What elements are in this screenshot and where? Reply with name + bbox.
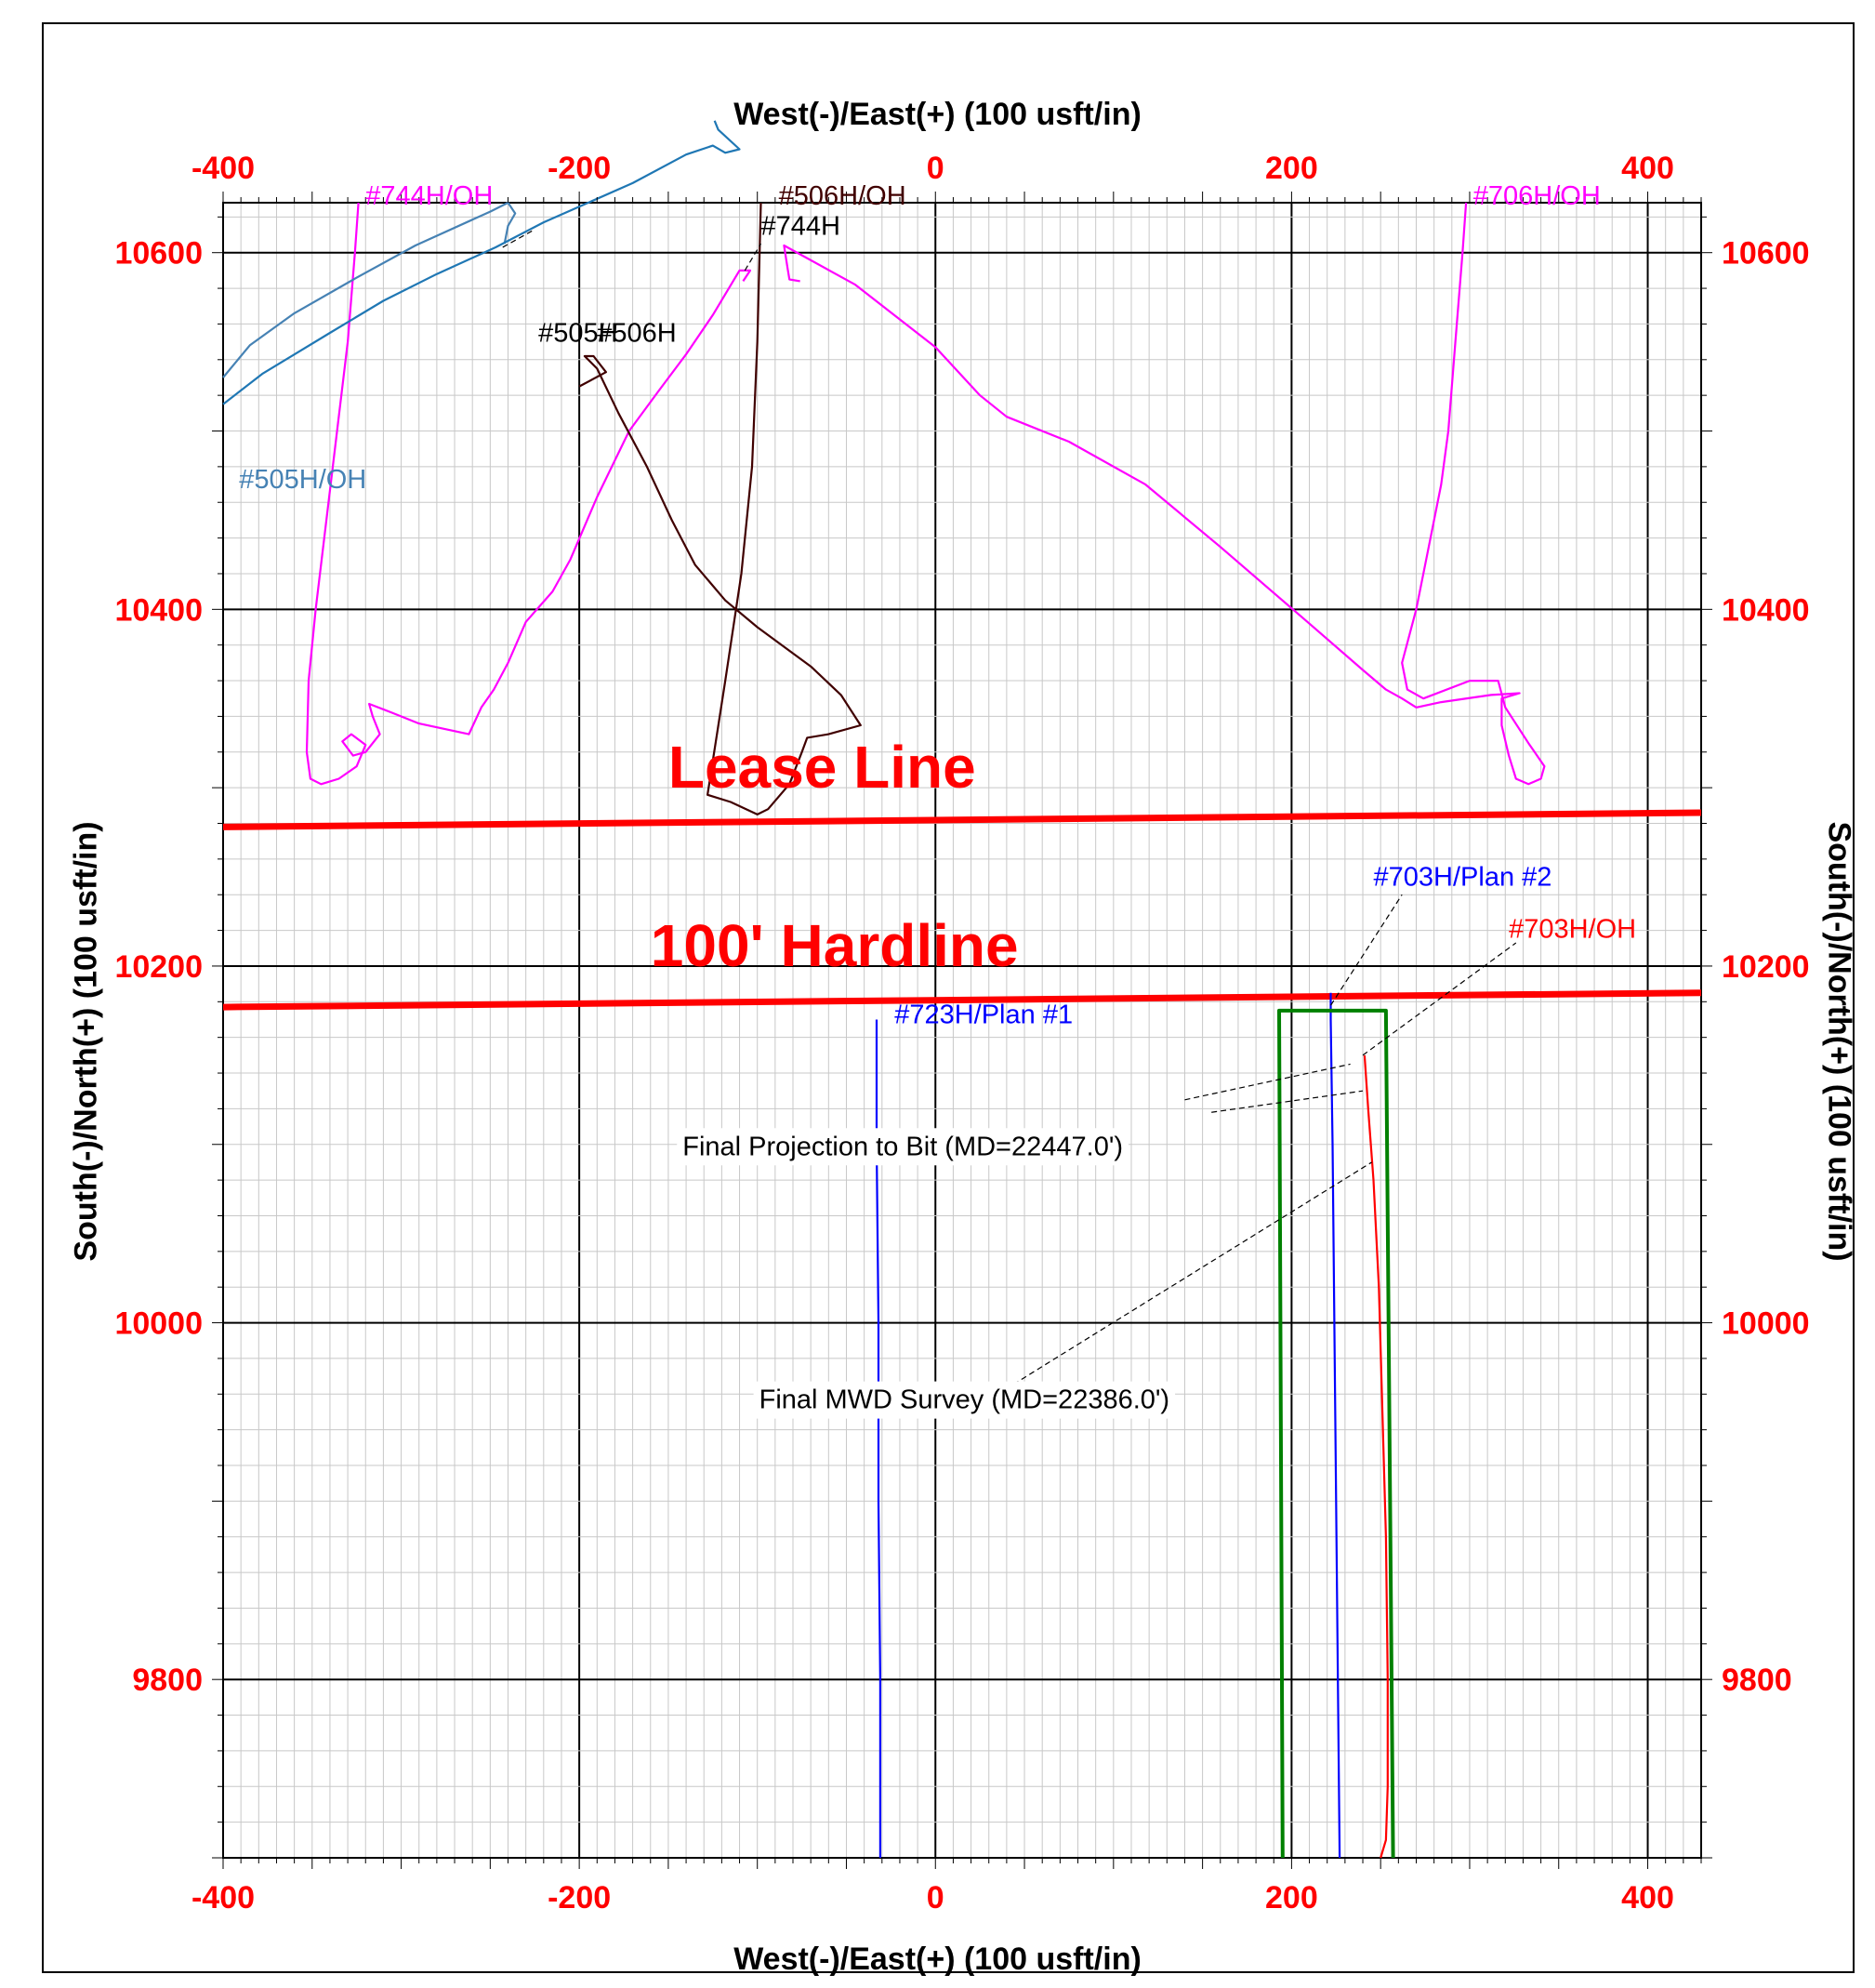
y-tick-label-left: 10600 [114, 236, 203, 272]
x-axis-title-top: West(-)/East(+) (100 usft/in) [733, 97, 1142, 132]
hardline [222, 989, 1702, 1011]
well-path-703h-oh [1363, 1054, 1389, 1859]
x-tick-label-top: 400 [1621, 151, 1674, 186]
annotation-100-hardline: 100' Hardline [651, 912, 1019, 979]
x-tick-label-bottom: 400 [1621, 1880, 1674, 1915]
x-tick-label-top: -400 [191, 151, 255, 186]
leader-line [1362, 942, 1517, 1056]
lease-line [222, 809, 1702, 830]
annotation-723h-plan-1: #723H/Plan #1 [894, 1000, 1073, 1029]
y-tick-label-left: 10000 [114, 1306, 203, 1342]
y-tick-label-right: 10000 [1722, 1306, 1810, 1342]
y-tick-label-left: 10200 [114, 949, 203, 985]
y-axis-title-left: South(-)/North(+) (100 usft/in) [68, 821, 104, 1262]
annotation-box [753, 1381, 1176, 1419]
annotation-506h-oh: #506H/OH [779, 181, 906, 211]
y-tick-label-left: 10400 [114, 592, 203, 628]
x-tick-label-bottom: -200 [548, 1880, 611, 1915]
x-axis-title-bottom: West(-)/East(+) (100 usft/in) [733, 1942, 1142, 1977]
x-tick-label-top: 200 [1265, 151, 1318, 186]
y-tick-label-right: 10600 [1722, 236, 1810, 272]
annotation-703h-plan-2: #703H/Plan #2 [1374, 863, 1552, 893]
leader-line [1211, 1090, 1364, 1113]
leader-line [997, 1161, 1372, 1395]
leader-line [1184, 1063, 1351, 1101]
annotation-506h: #506H [597, 319, 676, 349]
annotation-706h-oh: #706H/OH [1473, 181, 1601, 211]
leader-line [1330, 894, 1403, 1006]
x-tick-label-bottom: -400 [191, 1880, 255, 1915]
annotation-744h: #744H [761, 212, 840, 242]
well-path-hardline-box [1277, 1008, 1395, 1859]
well-path-505h [222, 120, 741, 405]
y-tick-label-right: 9800 [1722, 1663, 1792, 1698]
annotation-505h-oh: #505H/OH [239, 465, 366, 495]
well-path-506h-oh [578, 202, 862, 816]
x-tick-label-bottom: 0 [927, 1880, 944, 1915]
well-path-703h-plan-2 [1329, 992, 1341, 1859]
leader-line [502, 229, 535, 248]
annotation-box [677, 1128, 1129, 1166]
y-axis-title-right: South(-)/North(+) (100 usft/in) [1821, 821, 1857, 1262]
annotation-703h-oh: #703H/OH [1509, 914, 1636, 944]
annotation-lease-line: Lease Line [668, 734, 976, 801]
annotation-744h-oh: #744H/OH [365, 181, 493, 211]
y-tick-label-right: 10400 [1722, 592, 1810, 628]
well-path-505h-oh [222, 201, 517, 378]
plot-frame [42, 22, 1855, 1973]
annotation-505h: #505H [538, 319, 617, 349]
x-tick-label-bottom: 200 [1265, 1880, 1318, 1915]
well-path-706h-oh [783, 202, 1546, 786]
leader-line [744, 243, 762, 272]
annotation-final-mwd-survey-md-22386-0: Final MWD Survey (MD=22386.0') [759, 1385, 1169, 1415]
y-tick-label-right: 10200 [1722, 949, 1810, 985]
y-tick-label-left: 9800 [132, 1663, 203, 1698]
plot-border [222, 202, 1702, 1859]
well-path-744h-oh [305, 202, 752, 786]
annotation-final-projection-to-bit-md-22447-0: Final Projection to Bit (MD=22447.0') [682, 1132, 1123, 1161]
x-tick-label-top: 0 [927, 151, 944, 186]
x-tick-label-top: -200 [548, 151, 611, 186]
